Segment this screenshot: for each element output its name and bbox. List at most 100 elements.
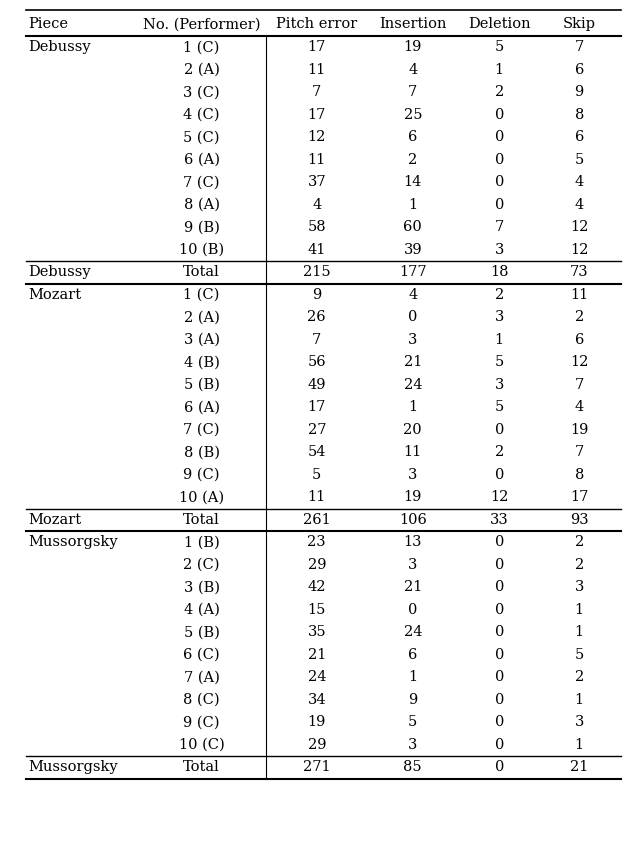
Text: 0: 0	[495, 715, 504, 729]
Text: 10 (B): 10 (B)	[179, 243, 224, 257]
Text: 8: 8	[575, 468, 584, 481]
Text: Pitch error: Pitch error	[276, 18, 357, 31]
Text: 8 (A): 8 (A)	[184, 198, 220, 212]
Text: 1: 1	[575, 738, 584, 752]
Text: Mussorgsky: Mussorgsky	[29, 535, 118, 550]
Text: Total: Total	[183, 760, 220, 774]
Text: 7: 7	[312, 333, 321, 346]
Text: 20: 20	[403, 422, 422, 437]
Text: 1 (B): 1 (B)	[184, 535, 220, 550]
Text: 2: 2	[495, 445, 504, 459]
Text: 7: 7	[575, 40, 584, 54]
Text: 6: 6	[575, 62, 584, 77]
Text: 12: 12	[570, 355, 588, 369]
Text: 58: 58	[307, 220, 326, 234]
Text: 2 (A): 2 (A)	[184, 310, 220, 325]
Text: 19: 19	[570, 422, 588, 437]
Text: 1: 1	[575, 693, 584, 706]
Text: Deletion: Deletion	[468, 18, 531, 31]
Text: 24: 24	[404, 378, 422, 392]
Text: 10 (C): 10 (C)	[179, 738, 225, 752]
Text: 5 (B): 5 (B)	[184, 626, 220, 639]
Text: 3: 3	[408, 558, 417, 572]
Text: 0: 0	[495, 468, 504, 481]
Text: 12: 12	[570, 243, 588, 257]
Text: 11: 11	[570, 287, 588, 302]
Text: 24: 24	[308, 670, 326, 685]
Text: 15: 15	[308, 603, 326, 617]
Text: 2: 2	[495, 287, 504, 302]
Text: 9: 9	[312, 287, 321, 302]
Text: 3 (A): 3 (A)	[184, 333, 220, 346]
Text: 41: 41	[308, 243, 326, 257]
Text: 7 (C): 7 (C)	[183, 175, 220, 189]
Text: 0: 0	[495, 558, 504, 572]
Text: Mussorgsky: Mussorgsky	[29, 760, 118, 774]
Text: 4 (A): 4 (A)	[184, 603, 220, 617]
Text: 49: 49	[308, 378, 326, 392]
Text: 5: 5	[312, 468, 321, 481]
Text: 5: 5	[495, 355, 504, 369]
Text: 21: 21	[570, 760, 588, 774]
Text: 1: 1	[495, 62, 504, 77]
Text: 3: 3	[575, 580, 584, 594]
Text: 5: 5	[575, 153, 584, 167]
Text: 7 (C): 7 (C)	[183, 422, 220, 437]
Text: 7: 7	[575, 445, 584, 459]
Text: 21: 21	[308, 647, 326, 662]
Text: 1: 1	[408, 400, 417, 414]
Text: 0: 0	[495, 580, 504, 594]
Text: 7: 7	[495, 220, 504, 234]
Text: Skip: Skip	[563, 18, 596, 31]
Text: 0: 0	[495, 422, 504, 437]
Text: Insertion: Insertion	[379, 18, 447, 31]
Text: Debussy: Debussy	[29, 40, 92, 54]
Text: 13: 13	[404, 535, 422, 550]
Text: 5 (C): 5 (C)	[183, 131, 220, 144]
Text: No. (Performer): No. (Performer)	[143, 18, 260, 31]
Text: 17: 17	[308, 40, 326, 54]
Text: 3: 3	[495, 310, 504, 325]
Text: 9 (C): 9 (C)	[183, 468, 220, 481]
Text: 11: 11	[404, 445, 422, 459]
Text: 4 (C): 4 (C)	[183, 108, 220, 121]
Text: 0: 0	[495, 535, 504, 550]
Text: 3: 3	[408, 738, 417, 752]
Text: Total: Total	[183, 266, 220, 279]
Text: 4: 4	[312, 198, 321, 212]
Text: 5: 5	[495, 40, 504, 54]
Text: 215: 215	[303, 266, 331, 279]
Text: 0: 0	[495, 603, 504, 617]
Text: 0: 0	[495, 647, 504, 662]
Text: 271: 271	[303, 760, 331, 774]
Text: 0: 0	[495, 131, 504, 144]
Text: 93: 93	[570, 513, 589, 527]
Text: 0: 0	[495, 626, 504, 639]
Text: 9 (B): 9 (B)	[184, 220, 220, 234]
Text: 0: 0	[495, 198, 504, 212]
Text: 1: 1	[408, 198, 417, 212]
Text: 3: 3	[495, 243, 504, 257]
Text: 2: 2	[495, 85, 504, 99]
Text: 4: 4	[408, 287, 417, 302]
Text: 42: 42	[308, 580, 326, 594]
Text: 8: 8	[575, 108, 584, 121]
Text: 56: 56	[307, 355, 326, 369]
Text: 11: 11	[308, 491, 326, 504]
Text: Mozart: Mozart	[29, 287, 82, 302]
Text: 0: 0	[495, 760, 504, 774]
Text: 0: 0	[495, 153, 504, 167]
Text: 1: 1	[575, 626, 584, 639]
Text: 2: 2	[408, 153, 417, 167]
Text: 12: 12	[490, 491, 508, 504]
Text: 6 (A): 6 (A)	[184, 400, 220, 414]
Text: 6 (A): 6 (A)	[184, 153, 220, 167]
Text: 26: 26	[307, 310, 326, 325]
Text: Total: Total	[183, 513, 220, 527]
Text: 1: 1	[495, 333, 504, 346]
Text: 9: 9	[575, 85, 584, 99]
Text: 19: 19	[404, 40, 422, 54]
Text: 1: 1	[575, 603, 584, 617]
Text: 21: 21	[404, 580, 422, 594]
Text: 17: 17	[308, 400, 326, 414]
